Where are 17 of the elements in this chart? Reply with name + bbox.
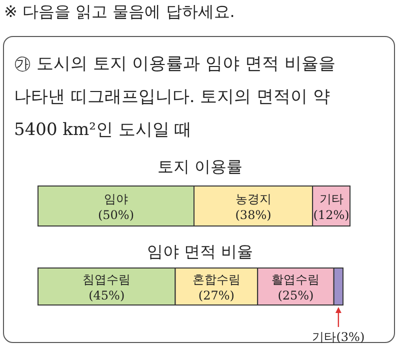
chart-title: 토지 이용률 <box>157 157 243 176</box>
data-label: (27%) <box>198 288 234 302</box>
data-label: (25%) <box>278 288 314 302</box>
text: ※ 다음을 읽고 물음에 답하세요. <box>4 2 235 21</box>
series-label: 농경지 <box>235 192 272 206</box>
series-label: 임야 <box>104 192 128 206</box>
chart-title: 임야 면적 비율 <box>146 242 254 261</box>
data-label: (38%) <box>235 208 272 222</box>
data-label: (12%) <box>313 208 350 222</box>
data-label: (45%) <box>88 288 125 302</box>
data-label: (50%) <box>98 208 134 222</box>
text: ㉮ 도시의 토지 이용률과 임야 면적 비율을 나타낸 띠그래프입니다. 토지의 면적이 약 5400 km²인 도시일 때 <box>14 54 336 140</box>
text: 기타(3%) <box>312 330 365 344</box>
series-label: 활엽수림 <box>272 272 320 286</box>
series-label: 침엽수림 <box>82 272 131 286</box>
series-label: 혼합수림 <box>192 272 240 286</box>
series-label: 기타 <box>319 192 344 206</box>
